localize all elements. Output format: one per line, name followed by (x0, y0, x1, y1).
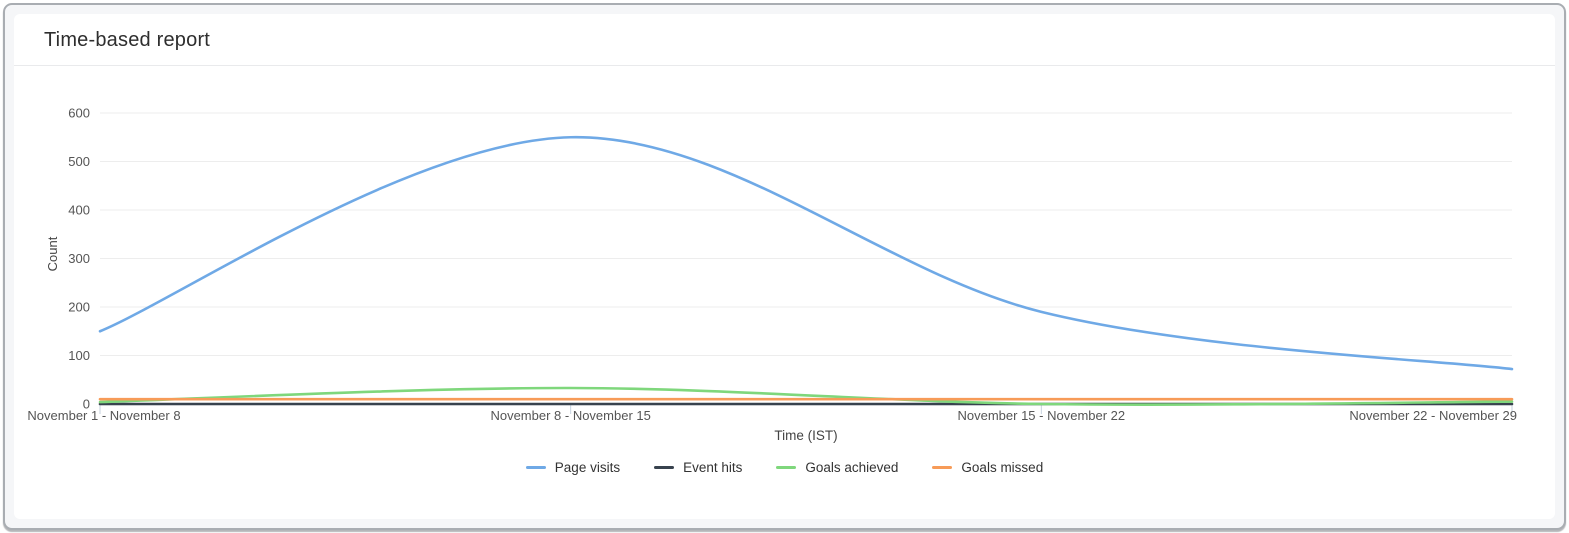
y-axis-title: Count (45, 236, 60, 271)
series-line-page-visits (98, 135, 1514, 371)
y-tick-label-100: 100 (68, 348, 90, 363)
y-tick-label-500: 500 (68, 154, 90, 169)
legend-swatch-icon (654, 466, 675, 469)
y-tick-label-0: 0 (83, 397, 90, 412)
x-tick-label-2: November 15 - November 22 (958, 408, 1126, 423)
legend-item-event-hits[interactable]: Event hits (654, 460, 742, 475)
legend-item-page-visits[interactable]: Page visits (525, 460, 621, 475)
x-tick-label-0: November 1 - November 8 (27, 408, 180, 423)
legend-label: Page visits (554, 460, 621, 475)
y-tick-label-200: 200 (68, 300, 90, 315)
legend-label: Goals achieved (805, 460, 899, 475)
legend-label: Event hits (683, 460, 743, 475)
legend-item-goals-missed[interactable]: Goals missed (932, 460, 1043, 475)
chart-title: Time-based report (44, 29, 211, 51)
chart-legend: Page visits Event hits Goals achieved Goals… (14, 460, 1555, 475)
chart-body: 0 100 200 300 400 500 600 Count November 1 - Nov… (14, 66, 1555, 475)
series-line-goals-achieved (98, 386, 1514, 406)
legend-label: Goals missed (961, 460, 1044, 475)
legend-swatch-icon (932, 466, 953, 469)
y-tick-label-300: 300 (68, 251, 90, 266)
legend-item-goals-achieved[interactable]: Goals achieved (776, 460, 898, 475)
x-tick-label-1: November 8 - November 15 (490, 408, 650, 423)
y-tick-label-400: 400 (68, 203, 90, 218)
time-report-chart[interactable]: 0 100 200 300 400 500 600 Count November 1 - Nov… (14, 66, 1552, 451)
report-panel: Time-based report 0 100 200 300 400 500 600 Cou… (14, 14, 1555, 519)
legend-swatch-icon (525, 466, 546, 469)
y-tick-label-600: 600 (68, 106, 90, 121)
report-card: Time-based report 0 100 200 300 400 500 600 Cou… (3, 3, 1566, 530)
chart-header: Time-based report (14, 14, 1555, 66)
x-axis-title: Time (IST) (774, 428, 837, 443)
legend-swatch-icon (776, 466, 797, 469)
x-tick-label-3: November 22 - November 29 (1349, 408, 1517, 423)
